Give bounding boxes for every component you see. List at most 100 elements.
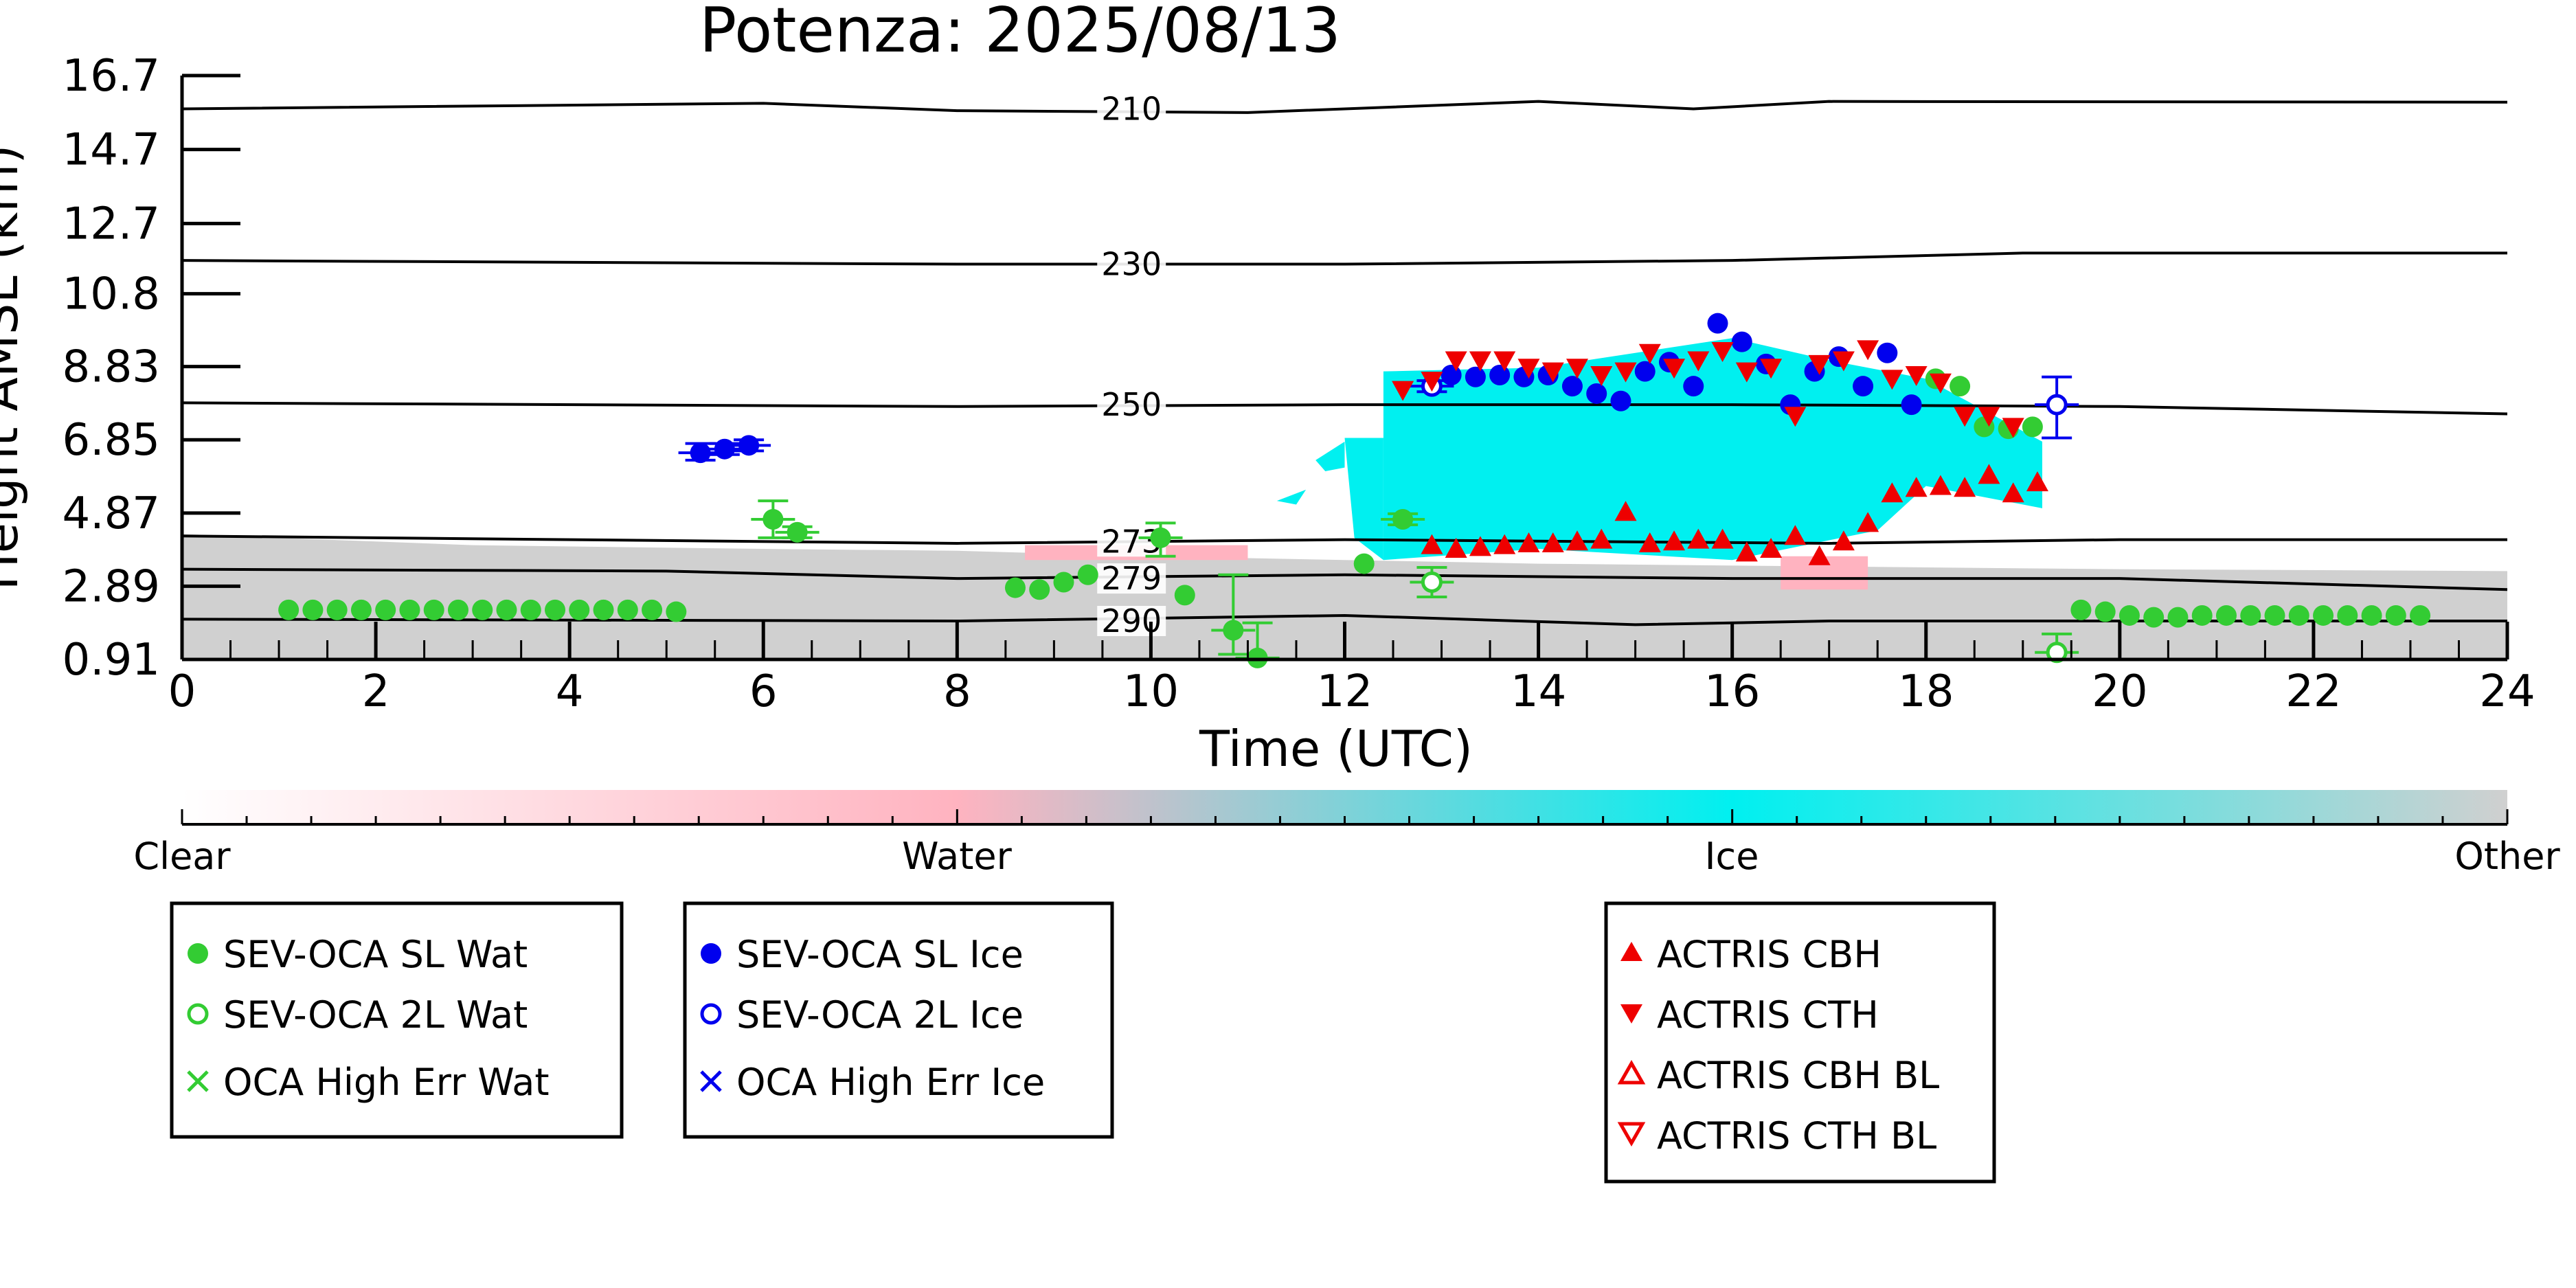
- x-tick-label-2: 2: [362, 666, 390, 717]
- marker-actris-cbh-14: [1760, 538, 1783, 558]
- legend-label-higherr-wat: OCA High Err Wat: [223, 1061, 550, 1104]
- marker-sev-oca-sl-ice-2: [738, 435, 760, 456]
- contour-line-290: [182, 613, 2507, 626]
- marker-sev-oca-sl-wat-45: [2337, 605, 2358, 626]
- y-ticks: 0.91 2.89 4.87 6.85 8.83 10.8 12.7 14.7 16.7: [63, 51, 240, 686]
- legend: SEV-OCA SL Wat SEV-OCA 2L Wat OCA High E…: [170, 901, 1996, 1184]
- marker-sev-oca-sl-ice-21: [1877, 342, 1898, 363]
- region-ice-1: [1383, 338, 2042, 561]
- marker-sev-oca-2l-wat-0: [1421, 571, 1443, 593]
- marker-sev-oca-2l-wat-1: [2046, 642, 2068, 664]
- legend-label-cth-bl: ACTRIS CTH BL: [1657, 1114, 1936, 1157]
- legend-label-2l-wat: SEV-OCA 2L Wat: [223, 993, 528, 1037]
- marker-sev-oca-sl-wat-21: [1053, 572, 1074, 593]
- marker-actris-cbh-8: [1614, 501, 1637, 521]
- marker-sev-oca-sl-wat-16: [666, 601, 687, 622]
- legend-label-sl-wat: SEV-OCA SL Wat: [223, 933, 528, 976]
- marker-actris-cth-4: [1493, 351, 1516, 372]
- marker-actris-cbh-20: [1905, 477, 1928, 497]
- colorbar-label-other: Other: [2454, 835, 2560, 878]
- legend-label-cth: ACTRIS CTH: [1657, 993, 1879, 1037]
- y-tick-label-0-91: 0.91: [63, 635, 161, 686]
- marker-sev-oca-sl-wat-6: [423, 599, 444, 620]
- contour-label-210: 210: [1101, 90, 1162, 127]
- marker-sev-oca-sl-wat-44: [2313, 605, 2334, 626]
- marker-actris-cth-5: [1517, 359, 1540, 379]
- marker-sev-oca-sl-wat-41: [2240, 605, 2261, 626]
- y-axis-title: Height AMSL (km): [0, 145, 29, 591]
- marker-sev-oca-sl-wat-24: [1174, 585, 1195, 606]
- marker-actris-cbh-21: [1929, 475, 1952, 495]
- legend-marker-cbh: [1620, 942, 1642, 961]
- marker-actris-cbh-24: [2002, 482, 2024, 503]
- marker-actris-cth-17: [1808, 354, 1831, 375]
- marker-sev-oca-sl-wat-22: [1077, 564, 1098, 585]
- legend-label-cbh-bl: ACTRIS CBH BL: [1657, 1054, 1939, 1097]
- x-tick-label-10: 10: [1123, 666, 1179, 717]
- contour-label-bg-250: [1097, 389, 1166, 420]
- marker-sev-oca-sl-wat-13: [593, 599, 614, 620]
- chart-title: Potenza: 2025/08/13: [699, 0, 1341, 67]
- legend-box-water: [170, 901, 624, 1139]
- marker-actris-cbh-19: [1881, 482, 1903, 503]
- legend-marker-sl-ice: [701, 943, 721, 964]
- marker-sev-oca-sl-wat-12: [569, 599, 590, 620]
- legend-marker-2l-ice: [700, 1003, 722, 1025]
- contour-line-250: [182, 401, 2507, 416]
- x-axis-title: Time (UTC): [1199, 720, 1473, 778]
- marker-actris-cbh-18: [1857, 512, 1879, 532]
- y-tick-label-12-7: 12.7: [63, 199, 161, 249]
- marker-actris-cbh-13: [1735, 541, 1758, 562]
- marker-sev-oca-sl-ice-4: [1465, 366, 1486, 387]
- x-tick-label-6: 6: [749, 666, 778, 717]
- marker-sev-oca-sl-wat-39: [2191, 605, 2213, 626]
- marker-actris-cth-21: [1905, 366, 1928, 387]
- marker-sev-oca-sl-wat-23: [1150, 527, 1171, 548]
- marker-actris-cbh-17: [1832, 530, 1855, 551]
- legend-marker-higherr-wat: [187, 1070, 209, 1092]
- marker-sev-oca-sl-wat-15: [642, 599, 663, 620]
- marker-sev-oca-sl-wat-28: [1392, 508, 1414, 530]
- marker-sev-oca-sl-wat-37: [2143, 607, 2165, 628]
- marker-sev-oca-sl-wat-5: [399, 599, 420, 620]
- marker-sev-oca-sl-wat-10: [520, 599, 541, 620]
- marker-actris-cth-13: [1711, 342, 1734, 363]
- legend-label-2l-ice: SEV-OCA 2L Ice: [736, 993, 1024, 1037]
- legend-marker-higherr-ice: [700, 1070, 722, 1092]
- marker-sev-oca-sl-wat-42: [2264, 605, 2285, 626]
- marker-actris-cth-22: [1929, 373, 1952, 394]
- marker-sev-oca-sl-ice-5: [1489, 365, 1511, 386]
- y-tick-label-16-7: 16.7: [63, 51, 161, 102]
- marker-actris-cth-10: [1638, 343, 1661, 364]
- contour-label-230: 230: [1101, 246, 1162, 283]
- marker-sev-oca-sl-wat-17: [762, 508, 784, 530]
- colorbar-ticks: [181, 809, 2509, 824]
- marker-sev-oca-sl-wat-27: [1353, 553, 1375, 574]
- contour-label-290: 290: [1101, 602, 1162, 640]
- marker-actris-cbh-22: [1954, 477, 1976, 497]
- legend-marker-cth-bl: [1617, 1122, 1646, 1147]
- marker-sev-oca-sl-wat-19: [1004, 577, 1026, 598]
- marker-sev-oca-sl-wat-0: [278, 599, 300, 620]
- marker-sev-oca-sl-ice-15: [1731, 331, 1752, 352]
- region-ice-2: [1344, 438, 1383, 561]
- marker-actris-cbh-1: [1445, 538, 1467, 558]
- x-tick-label-16: 16: [1704, 666, 1760, 717]
- colorbar-label-ice: Ice: [1705, 835, 1759, 878]
- marker-actris-cbh-4: [1517, 532, 1540, 552]
- marker-actris-cbh-16: [1808, 545, 1831, 565]
- y-tick-label-6-85: 6.85: [63, 415, 161, 466]
- marker-sev-oca-sl-wat-7: [447, 599, 468, 620]
- x-tick-label-14: 14: [1511, 666, 1566, 717]
- x-tick-label-18: 18: [1898, 666, 1954, 717]
- marker-actris-cth-23: [1954, 407, 1976, 427]
- colorbar: Clear Water Ice Other: [133, 790, 2560, 878]
- marker-actris-cth-20: [1881, 370, 1903, 390]
- marker-actris-cth-15: [1760, 359, 1783, 379]
- marker-sev-oca-sl-wat-35: [2094, 601, 2116, 622]
- x-tick-label-22: 22: [2285, 666, 2341, 717]
- marker-sev-oca-sl-wat-11: [545, 599, 566, 620]
- marker-actris-cth-12: [1687, 351, 1710, 372]
- legend-label-sl-ice: SEV-OCA SL Ice: [736, 933, 1024, 976]
